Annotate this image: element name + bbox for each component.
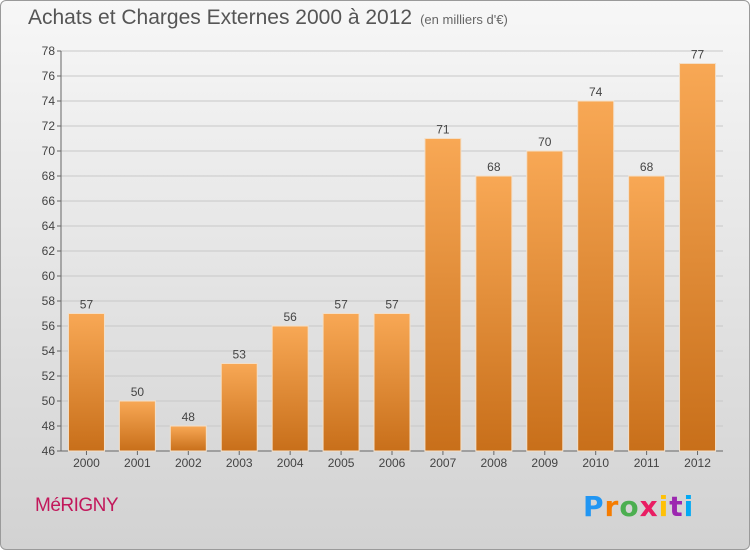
bar-2002 [169, 425, 207, 452]
bar-2008 [475, 175, 513, 452]
logo-letter: r [604, 490, 620, 523]
data-label-2012: 77 [691, 48, 705, 62]
x-tick-label-2008: 2008 [480, 456, 507, 470]
data-label-2000: 57 [80, 298, 94, 312]
data-label-2004: 56 [283, 310, 297, 324]
x-tick-label-2002: 2002 [175, 456, 202, 470]
y-tick-label: 60 [42, 269, 56, 283]
data-label-2009: 70 [538, 135, 552, 149]
data-label-2002: 48 [182, 410, 196, 424]
y-tick-label: 64 [42, 219, 56, 233]
logo-letter: o [619, 490, 640, 523]
x-tick-label-2009: 2009 [531, 456, 558, 470]
chart-title: Achats et Charges Externes 2000 à 2012 [28, 6, 413, 29]
data-label-2010: 74 [589, 85, 603, 99]
bars [67, 63, 717, 452]
x-tick-label-2005: 2005 [328, 456, 355, 470]
data-label-2008: 68 [487, 160, 501, 174]
bar-2012 [679, 63, 717, 452]
x-tick-label-2004: 2004 [277, 456, 304, 470]
y-tick-label: 68 [42, 169, 56, 183]
y-tick-label: 54 [42, 344, 56, 358]
y-tick-label: 70 [42, 144, 56, 158]
y-tick-label: 58 [42, 294, 56, 308]
bar-2000 [67, 313, 105, 452]
y-tick-labels: 46 48 50 52 54 56 58 60 62 64 66 68 70 72 74 76 78 [42, 44, 56, 458]
logo-letter: P [583, 490, 605, 523]
bar-2001 [118, 400, 156, 452]
logo-letter: i [658, 490, 670, 523]
data-label-2005: 57 [334, 298, 348, 312]
x-tick-label-2003: 2003 [226, 456, 253, 470]
y-tick-label: 52 [42, 369, 56, 383]
logo-letter: x [639, 490, 659, 523]
y-tick-label: 62 [42, 244, 56, 258]
logo-letter: t [669, 490, 684, 523]
commune-name: MéRIGNY [35, 495, 119, 516]
x-tick-label-2000: 2000 [73, 456, 100, 470]
chart-title-group: Achats et Charges Externes 2000 à 2012 (e… [28, 6, 508, 30]
y-tick-label: 76 [42, 69, 56, 83]
data-labels: 57 50 48 53 56 57 57 71 68 70 74 68 77 [80, 48, 705, 425]
y-tick-label: 56 [42, 319, 56, 333]
x-tick-label-2011: 2011 [634, 456, 660, 470]
y-tick-label: 78 [42, 44, 56, 58]
bar-2009 [526, 150, 564, 452]
bar-2010 [577, 100, 615, 452]
chart-unit: (en milliers d'€) [420, 12, 508, 27]
bar-2007 [424, 138, 462, 452]
x-tick-labels: 2000 2001 2002 2003 2004 2005 2006 2007 2008 2009… [73, 451, 711, 470]
data-label-2001: 50 [131, 385, 145, 399]
proxiti-logo: Proxiti [583, 490, 694, 523]
y-tick-label: 50 [42, 394, 56, 408]
x-tick-label-2010: 2010 [582, 456, 609, 470]
x-tick-label-2001: 2001 [124, 456, 151, 470]
bar-2006 [373, 313, 411, 452]
y-tick-label: 46 [42, 444, 56, 458]
data-label-2011: 68 [640, 160, 654, 174]
bar-2003 [220, 363, 258, 452]
data-label-2006: 57 [385, 298, 399, 312]
data-label-2007: 71 [436, 123, 450, 137]
bar-2005 [322, 313, 360, 452]
y-tick-label: 48 [42, 419, 56, 433]
x-tick-label-2006: 2006 [379, 456, 406, 470]
y-tick-label: 66 [42, 194, 56, 208]
y-tick-label: 74 [42, 94, 56, 108]
x-tick-label-2012: 2012 [684, 456, 711, 470]
logo-letter: i [683, 490, 695, 523]
bar-2004 [271, 325, 309, 452]
x-tick-label-2007: 2007 [430, 456, 457, 470]
data-label-2003: 53 [233, 348, 247, 362]
bar-2011 [628, 175, 666, 452]
y-tick-label: 72 [42, 119, 56, 133]
